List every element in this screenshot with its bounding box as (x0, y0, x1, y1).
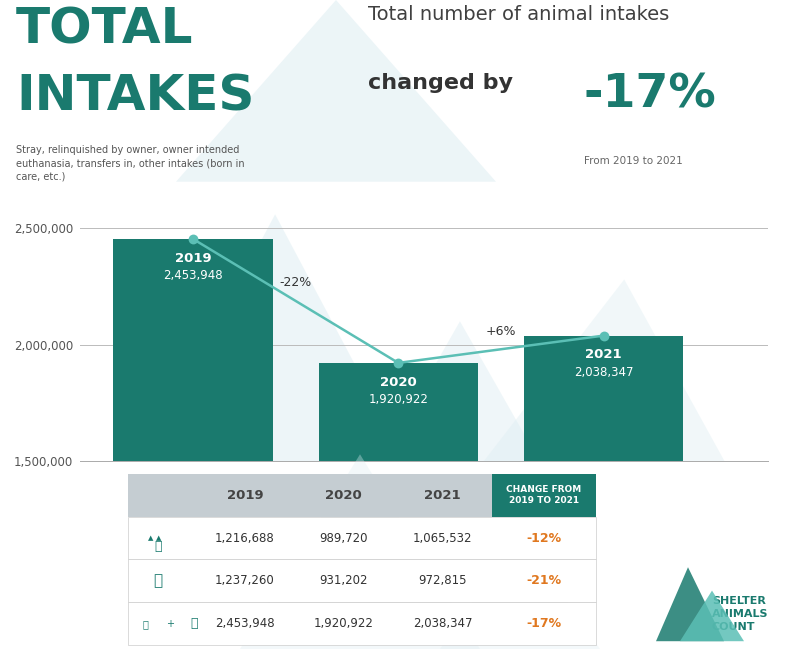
Polygon shape (440, 532, 600, 649)
Bar (318, 363, 478, 649)
Bar (524, 336, 683, 649)
Text: 1,920,922: 1,920,922 (368, 393, 428, 406)
Polygon shape (378, 321, 542, 465)
Polygon shape (142, 214, 409, 465)
FancyBboxPatch shape (492, 474, 596, 517)
Text: ⬛: ⬛ (154, 540, 162, 553)
Text: ⬛: ⬛ (154, 573, 162, 589)
Point (392, 358, 405, 368)
Text: ▲: ▲ (149, 535, 154, 541)
Text: CHANGE FROM
2019 TO 2021: CHANGE FROM 2019 TO 2021 (506, 485, 582, 505)
Text: changed by: changed by (368, 73, 521, 93)
Text: 1,237,260: 1,237,260 (215, 574, 275, 587)
Point (186, 234, 199, 244)
Polygon shape (240, 454, 480, 649)
Bar (114, 239, 273, 649)
FancyBboxPatch shape (128, 517, 596, 559)
Polygon shape (481, 280, 727, 465)
Text: 1,065,532: 1,065,532 (413, 532, 472, 545)
Text: -21%: -21% (526, 574, 562, 587)
Text: -22%: -22% (279, 276, 312, 289)
Text: -17%: -17% (526, 617, 562, 630)
Text: 931,202: 931,202 (319, 574, 368, 587)
Text: 989,720: 989,720 (319, 532, 368, 545)
Text: 2,038,347: 2,038,347 (413, 617, 472, 630)
Text: SHELTER
ANIMALS
COUNT: SHELTER ANIMALS COUNT (712, 596, 769, 632)
Text: From 2019 to 2021: From 2019 to 2021 (584, 156, 682, 166)
Text: 2021: 2021 (586, 349, 622, 361)
Text: ▲: ▲ (157, 535, 162, 541)
Text: INTAKES: INTAKES (16, 73, 254, 121)
Polygon shape (656, 567, 724, 641)
Text: -12%: -12% (526, 532, 562, 545)
Text: 2021: 2021 (424, 489, 461, 502)
Text: ⬛: ⬛ (190, 617, 198, 630)
FancyBboxPatch shape (128, 602, 596, 645)
Text: TOTAL: TOTAL (16, 5, 194, 53)
Text: -17%: -17% (584, 73, 717, 117)
Polygon shape (680, 591, 744, 641)
Polygon shape (176, 0, 496, 182)
FancyBboxPatch shape (128, 559, 596, 602)
Text: 2019: 2019 (226, 489, 263, 502)
Text: 2,453,948: 2,453,948 (215, 617, 275, 630)
Text: 1,920,922: 1,920,922 (314, 617, 374, 630)
Text: +6%: +6% (486, 324, 516, 337)
Text: 2019: 2019 (174, 252, 211, 265)
Text: +: + (166, 618, 174, 629)
Text: Stray, relinquished by owner, owner intended
euthanasia, transfers in, other int: Stray, relinquished by owner, owner inte… (16, 145, 245, 182)
Text: 1,216,688: 1,216,688 (215, 532, 275, 545)
Text: ⬛: ⬛ (143, 618, 149, 629)
Point (598, 330, 610, 341)
FancyBboxPatch shape (128, 474, 492, 517)
Text: 972,815: 972,815 (418, 574, 467, 587)
Text: 2,453,948: 2,453,948 (163, 269, 222, 282)
Text: 2020: 2020 (380, 376, 417, 389)
Text: 2020: 2020 (326, 489, 362, 502)
Text: Total number of animal intakes: Total number of animal intakes (368, 5, 670, 25)
Text: 2,038,347: 2,038,347 (574, 366, 634, 379)
